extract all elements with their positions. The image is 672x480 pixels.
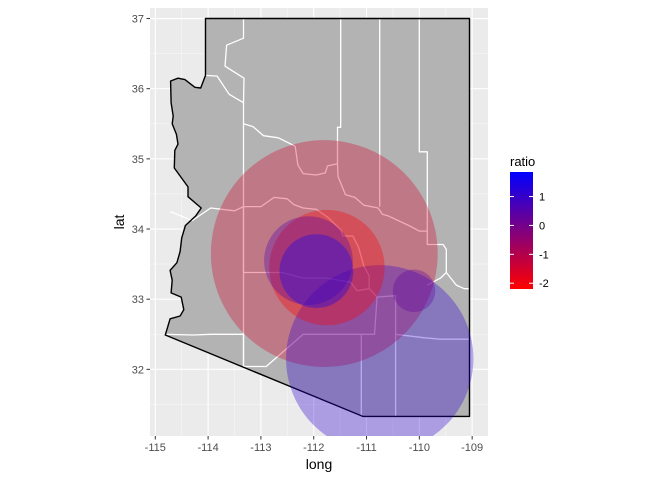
county-boundary-line <box>243 123 296 147</box>
county-boundary-line <box>294 146 428 232</box>
y-tick-label: 37 <box>132 14 144 26</box>
y-tick-label: 36 <box>132 84 144 96</box>
legend-tick-label: -1 <box>539 249 549 261</box>
data-bubble <box>286 265 474 436</box>
state-outline-layer <box>164 17 471 418</box>
x-tick-label: -109 <box>461 442 483 454</box>
x-tick-label: -111 <box>356 442 376 454</box>
y-tick-label: 34 <box>132 224 144 236</box>
y-axis-ticks: 32 33 34 35 36 37 <box>132 14 150 376</box>
x-tick-label: -110 <box>409 442 430 454</box>
arizona-state-outline <box>164 17 471 418</box>
x-tick-label: -112 <box>303 442 324 454</box>
legend-ticks: 1 0 -1 -2 <box>510 192 549 290</box>
arizona-state-fill <box>165 18 470 417</box>
legend-tick-label: 0 <box>539 220 545 232</box>
x-axis-title: long <box>306 456 332 472</box>
x-tick-label: -113 <box>250 442 271 454</box>
data-bubble <box>269 209 385 326</box>
county-boundary-line <box>205 74 244 104</box>
county-boundary-line <box>418 18 470 290</box>
county-boundary-line <box>224 18 245 367</box>
x-tick-label: -114 <box>197 442 218 454</box>
data-bubble <box>279 234 354 309</box>
county-boundary-line <box>242 297 378 368</box>
y-tick-label: 32 <box>132 364 144 376</box>
color-legend: ratio 1 0 -1 -2 <box>510 154 549 290</box>
y-tick-label: 35 <box>132 154 144 166</box>
county-boundary-line <box>243 271 370 292</box>
county-boundary-line <box>169 196 397 417</box>
x-axis-ticks: -115 -114 -113 -112 -111 -110 -109 <box>145 436 483 454</box>
legend-tick-label: -2 <box>539 278 549 290</box>
data-bubble <box>210 140 438 367</box>
x-tick-label: -115 <box>145 442 166 454</box>
legend-tick-label: 1 <box>539 192 545 204</box>
data-bubble <box>392 269 436 313</box>
county-boundary-line <box>426 272 447 286</box>
county-boundary-line <box>165 333 244 336</box>
y-axis-title: lat <box>111 215 127 230</box>
y-tick-label: 33 <box>132 294 144 306</box>
legend-title: ratio <box>510 154 535 169</box>
data-bubble <box>264 216 353 305</box>
bubble-points <box>210 140 474 436</box>
state-layer <box>165 18 470 417</box>
county-boundary-line <box>336 18 342 164</box>
legend-colorbar <box>510 172 533 289</box>
county-boundary-line <box>395 333 470 340</box>
county-boundaries <box>165 18 470 417</box>
